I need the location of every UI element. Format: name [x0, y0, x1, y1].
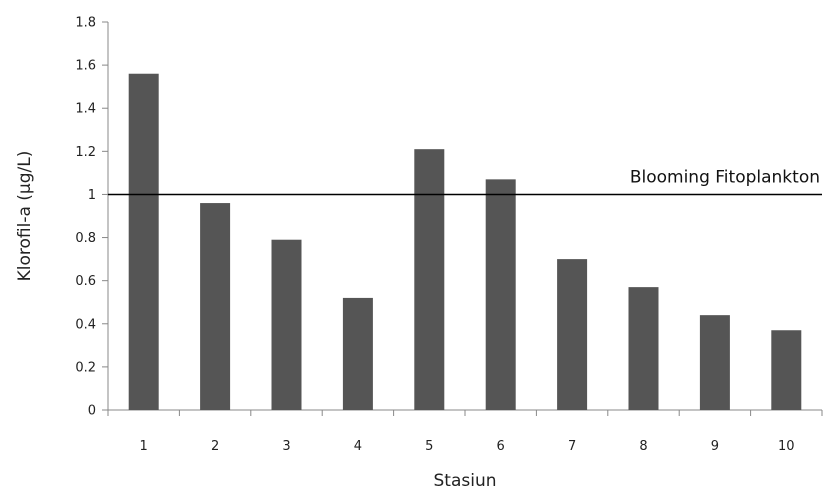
x-tick-label: 3 [282, 439, 290, 454]
y-tick-label: 0.4 [75, 317, 96, 332]
x-tick-label: 6 [497, 439, 505, 454]
x-axis-title: Stasiun [433, 471, 496, 491]
y-tick-label: 1.4 [75, 102, 96, 117]
y-tick-label: 1.2 [75, 145, 96, 160]
bar-8 [628, 287, 659, 410]
x-tick-label: 8 [639, 439, 647, 454]
x-axis: 1 2 3 4 5 6 7 8 9 10 [107, 409, 823, 454]
bar-3 [271, 239, 302, 410]
bars [128, 73, 802, 410]
bar-4 [342, 297, 373, 410]
x-tick-label: 2 [211, 439, 219, 454]
y-axis-title: Klorofil-a (µg/L) [15, 151, 35, 282]
x-tick-label: 5 [425, 439, 433, 454]
y-tick-label: 1 [88, 188, 96, 203]
reference-line-group: Blooming Fitoplankton [108, 167, 822, 196]
reference-line-label: Blooming Fitoplankton [630, 167, 820, 187]
bar-1 [128, 73, 159, 410]
y-axis: 0 0.2 0.4 0.6 0.8 1 1.2 1.4 1.6 1.8 [75, 16, 109, 419]
bar-2 [200, 203, 231, 410]
x-tick-label: 1 [140, 439, 148, 454]
y-tick-label: 0.2 [75, 360, 96, 375]
y-tick-label: 1.8 [75, 16, 96, 31]
y-tick-label: 0.8 [75, 231, 96, 246]
y-tick-label: 0 [88, 404, 96, 419]
y-tick-label: 1.6 [75, 59, 96, 74]
y-tick-label: 0.6 [75, 274, 96, 289]
bar-7 [557, 259, 588, 410]
bar-9 [699, 315, 730, 410]
x-tick-label: 9 [711, 439, 719, 454]
x-tick-label: 4 [354, 439, 362, 454]
x-tick-label: 7 [568, 439, 576, 454]
bar-6 [485, 179, 516, 410]
bar-10 [771, 330, 802, 410]
x-tick-label: 10 [778, 439, 795, 454]
bar-5 [414, 149, 445, 410]
